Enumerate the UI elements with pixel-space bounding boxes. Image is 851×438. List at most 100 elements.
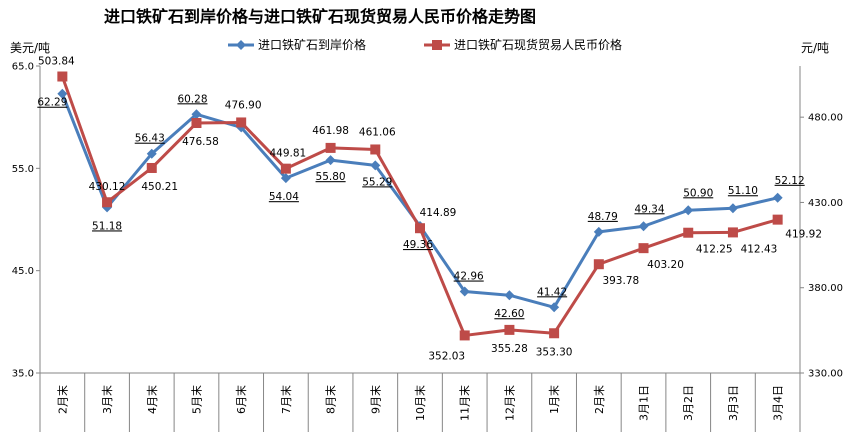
data-label: 461.06 xyxy=(359,126,396,138)
series-2-marker xyxy=(683,227,694,238)
data-label: 476.58 xyxy=(182,136,219,148)
series-2-marker xyxy=(370,144,381,155)
data-label: 48.79 xyxy=(588,211,618,223)
series-2-marker xyxy=(593,259,604,270)
left-tick-label: 45.0 xyxy=(12,266,34,277)
data-label: 41.42 xyxy=(537,286,567,298)
right-tick-label: 430.00 xyxy=(808,198,843,209)
data-label: 450.21 xyxy=(141,181,178,193)
series-1-marker xyxy=(549,302,560,313)
data-label: 352.03 xyxy=(428,350,465,362)
series-2-marker xyxy=(146,162,157,173)
data-label: 461.98 xyxy=(312,125,349,137)
data-label: 476.90 xyxy=(225,99,262,111)
series-1-marker xyxy=(504,290,515,301)
series-1-marker xyxy=(57,88,68,99)
x-category-label: 7月末 xyxy=(279,385,293,414)
data-label: 60.28 xyxy=(177,93,207,105)
legend-marker-2 xyxy=(432,40,442,50)
left-axis-label: 美元/吨 xyxy=(10,41,50,55)
series-1-marker xyxy=(280,173,291,184)
x-category-label: 1月末 xyxy=(547,385,561,414)
series-2-marker xyxy=(415,223,425,234)
legend-label-2: 进口铁矿石现货贸易人民币价格 xyxy=(454,37,622,52)
x-category-label: 9月末 xyxy=(368,385,382,414)
series-1-marker xyxy=(593,226,604,237)
data-label: 51.18 xyxy=(92,220,122,232)
right-axis-label: 元/吨 xyxy=(801,41,829,55)
data-label: 393.78 xyxy=(602,275,639,287)
left-tick-label: 65.0 xyxy=(12,62,34,73)
x-category-label: 3月末 xyxy=(100,385,114,414)
right-tick-label: 380.00 xyxy=(808,283,843,294)
series-1-marker xyxy=(191,109,202,120)
x-category-label: 11月末 xyxy=(458,385,472,421)
series-2-marker xyxy=(504,324,515,335)
series-1-marker xyxy=(146,148,157,159)
series-2-marker xyxy=(57,71,68,82)
x-category-label: 3月1日 xyxy=(638,385,651,421)
x-category-label: 6月末 xyxy=(234,385,248,414)
data-label: 353.30 xyxy=(536,346,573,358)
data-label: 412.43 xyxy=(741,243,778,255)
x-category-label: 3月3日 xyxy=(727,385,740,421)
data-label: 51.10 xyxy=(728,185,758,197)
data-label: 449.81 xyxy=(270,148,307,160)
data-label: 62.29 xyxy=(37,97,67,109)
data-label: 355.28 xyxy=(491,343,528,355)
data-label: 412.25 xyxy=(696,244,733,256)
x-category-label: 2月末 xyxy=(55,385,69,414)
data-label: 430.12 xyxy=(89,181,126,193)
series-1-marker xyxy=(325,155,336,166)
x-category-label: 4月末 xyxy=(145,385,159,414)
right-tick-label: 480.00 xyxy=(808,113,843,124)
data-label: 42.96 xyxy=(454,271,484,283)
data-label: 49.34 xyxy=(634,203,664,215)
series-2-marker xyxy=(191,117,202,128)
x-category-label: 8月末 xyxy=(324,385,338,414)
series-1-marker xyxy=(727,203,738,214)
data-label: 49.36 xyxy=(403,239,433,251)
left-tick-label: 35.0 xyxy=(12,369,34,380)
data-label: 414.89 xyxy=(420,207,457,219)
series-1-marker xyxy=(638,221,649,232)
data-label: 55.29 xyxy=(362,176,392,188)
data-label: 403.20 xyxy=(647,259,684,271)
series-line-2 xyxy=(60,76,779,337)
series-2-marker xyxy=(549,328,560,339)
legend-label-1: 进口铁矿石到岸价格 xyxy=(258,37,366,52)
series-1-marker xyxy=(370,160,381,171)
series-2-marker xyxy=(638,243,649,254)
series-2-marker xyxy=(325,142,336,153)
series-1-marker xyxy=(772,192,783,203)
data-label: 503.84 xyxy=(38,56,75,68)
data-label: 52.12 xyxy=(775,175,805,187)
data-label: 50.90 xyxy=(683,187,713,199)
series-2-marker xyxy=(459,330,470,341)
chart-title: 进口铁矿石到岸价格与进口铁矿石现货贸易人民币价格走势图 xyxy=(104,7,536,26)
data-label: 54.04 xyxy=(269,191,299,203)
data-label: 419.92 xyxy=(785,229,822,241)
legend-marker-1 xyxy=(236,40,246,50)
series-1-marker xyxy=(459,286,470,297)
left-tick-label: 55.0 xyxy=(12,164,34,175)
x-category-label: 3月2日 xyxy=(682,385,695,421)
data-label: 56.43 xyxy=(135,133,165,145)
x-category-label: 3月4日 xyxy=(772,385,785,421)
series-2-marker xyxy=(102,197,113,208)
data-label: 42.60 xyxy=(494,308,524,320)
series-1-marker xyxy=(683,205,694,216)
series-2-marker xyxy=(727,227,738,238)
x-category-label: 5月末 xyxy=(189,385,203,414)
series-2-marker xyxy=(236,117,247,128)
x-category-label: 2月末 xyxy=(592,385,606,414)
x-category-label: 10月末 xyxy=(413,385,427,421)
x-category-label: 12月末 xyxy=(502,385,516,421)
series-line-1 xyxy=(60,93,778,309)
right-tick-label: 330.00 xyxy=(808,369,843,380)
series-2-marker xyxy=(280,163,291,174)
data-label: 55.80 xyxy=(316,171,346,183)
series-2-marker xyxy=(772,214,783,225)
